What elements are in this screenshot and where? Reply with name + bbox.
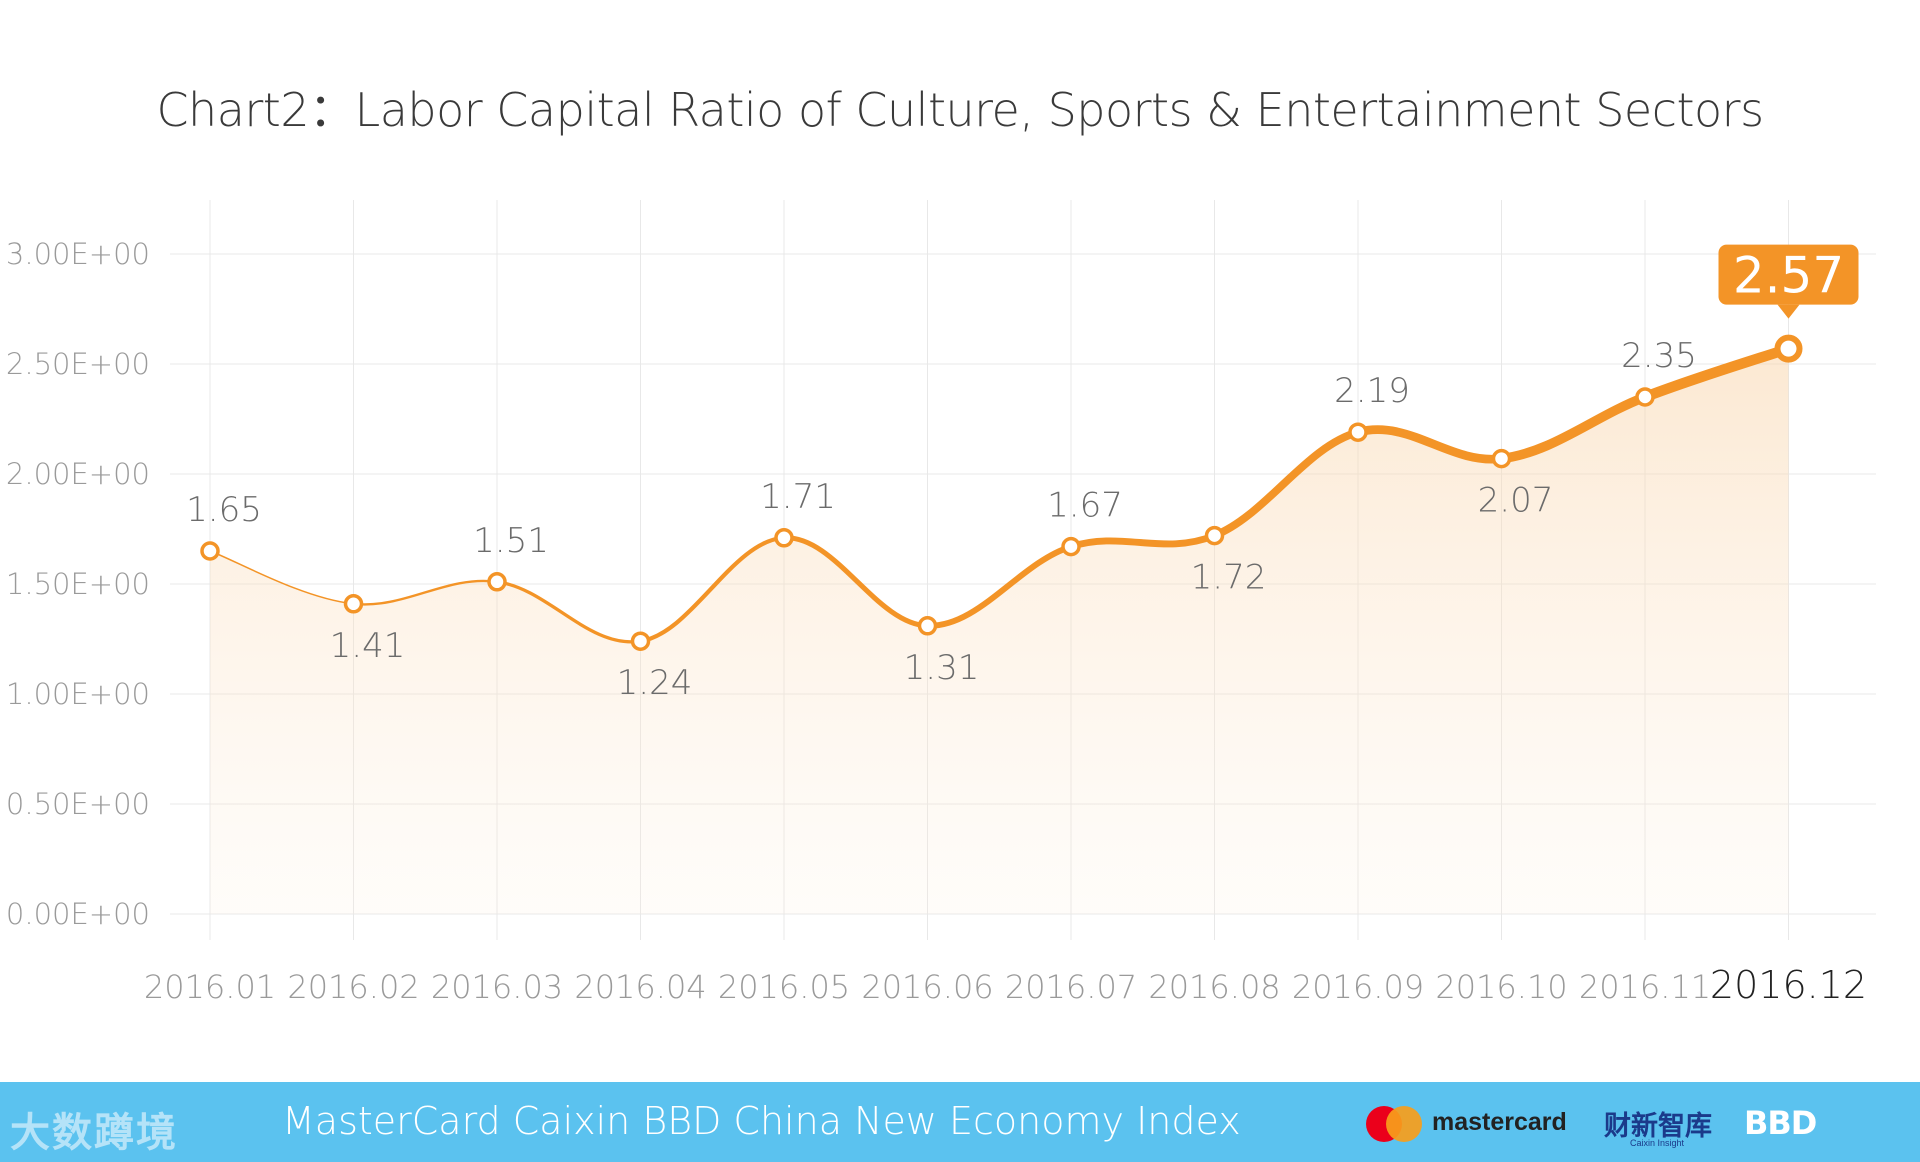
- mastercard-yellow-circle: [1386, 1106, 1422, 1142]
- data-point: [1635, 387, 1655, 407]
- x-tick-label: 2016.02: [287, 968, 419, 1006]
- series-line-segment: [209, 550, 355, 605]
- data-point: [1491, 448, 1512, 469]
- chart-title: Chart2：Labor Capital Ratio of Culture, S…: [156, 83, 1764, 137]
- data-label: 2.35: [1621, 336, 1697, 376]
- data-label: 1.65: [186, 490, 262, 530]
- data-point: [1061, 536, 1081, 557]
- data-label: 1.67: [1047, 486, 1123, 526]
- data-label: 1.71: [760, 477, 836, 517]
- data-point: [1774, 334, 1803, 363]
- callout-label: 2.57: [1733, 247, 1844, 305]
- x-tick-label: 2016.05: [718, 968, 850, 1006]
- x-tick-label: 2016.03: [431, 968, 563, 1006]
- data-point: [1348, 422, 1368, 442]
- footer-title: MasterCard Caixin BBD China New Economy …: [282, 1099, 1241, 1143]
- x-tick-label: 2016.09: [1292, 968, 1424, 1006]
- mastercard-icon: [1366, 1104, 1426, 1144]
- caixin-sublabel: Caixin Insight: [1630, 1138, 1685, 1148]
- data-label: 1.31: [904, 648, 980, 688]
- series-line-segment: [1496, 392, 1650, 464]
- x-tick-label: 2016.11: [1579, 968, 1711, 1006]
- callout-pointer: [1777, 304, 1800, 319]
- data-label: 1.24: [617, 663, 693, 703]
- data-point: [343, 594, 364, 614]
- series-line-segment: [924, 543, 1074, 629]
- data-point: [774, 528, 794, 548]
- x-tick-label: 2016.08: [1148, 968, 1280, 1006]
- data-label: 1.72: [1191, 558, 1267, 598]
- line-chart: 1.65 1.41 1.51 1.24 1.71 1.31 1.67 1.72 2.19 2.07…: [6, 200, 1876, 1007]
- x-tick-label: 2016.07: [1005, 968, 1137, 1006]
- data-point: [200, 541, 220, 561]
- y-tick-label: 3.00E+00: [6, 237, 150, 271]
- data-point: [917, 616, 938, 636]
- y-tick-label: 2.50E+00: [6, 347, 150, 381]
- watermark-logo: 大数蹲境: [10, 1110, 178, 1156]
- data-point: [1204, 525, 1225, 546]
- data-point: [630, 631, 651, 651]
- x-tick-label: 2016.06: [861, 968, 993, 1006]
- data-label: 1.41: [330, 626, 406, 666]
- footer-bar: 大数蹲境 MasterCard Caixin BBD China New Eco…: [0, 1082, 1920, 1162]
- bbd-logo: BBD: [1744, 1104, 1817, 1142]
- x-tick-label: 2016.10: [1435, 968, 1567, 1006]
- series-line-segment: [352, 579, 499, 606]
- data-label: 2.19: [1334, 371, 1410, 411]
- data-label: 1.51: [473, 521, 549, 561]
- series-line-segment: [781, 535, 931, 629]
- data-label: 2.07: [1478, 481, 1554, 521]
- series-line-segment: [1067, 532, 1218, 551]
- y-tick-label: 0.00E+00: [6, 897, 150, 931]
- series-line-segment: [638, 535, 787, 644]
- y-tick-label: 0.50E+00: [6, 787, 150, 821]
- y-tick-label: 1.00E+00: [6, 677, 150, 711]
- x-tick-label: 2016.04: [574, 968, 706, 1006]
- mastercard-label: mastercard: [1432, 1108, 1567, 1136]
- x-tick-label: 2016.01: [144, 968, 276, 1006]
- x-tick-label: 2016.12: [1710, 963, 1867, 1007]
- series-line-segment: [1353, 425, 1506, 464]
- series-line-segment: [1210, 428, 1362, 540]
- data-point: [487, 572, 507, 592]
- y-tick-label: 1.50E+00: [6, 567, 150, 601]
- y-tick-label: 2.00E+00: [6, 457, 150, 491]
- callout-box: [1718, 244, 1859, 305]
- caixin-label: 财新智库: [1604, 1111, 1712, 1142]
- area-fill: [210, 348, 1789, 915]
- series-line-segment: [495, 580, 643, 644]
